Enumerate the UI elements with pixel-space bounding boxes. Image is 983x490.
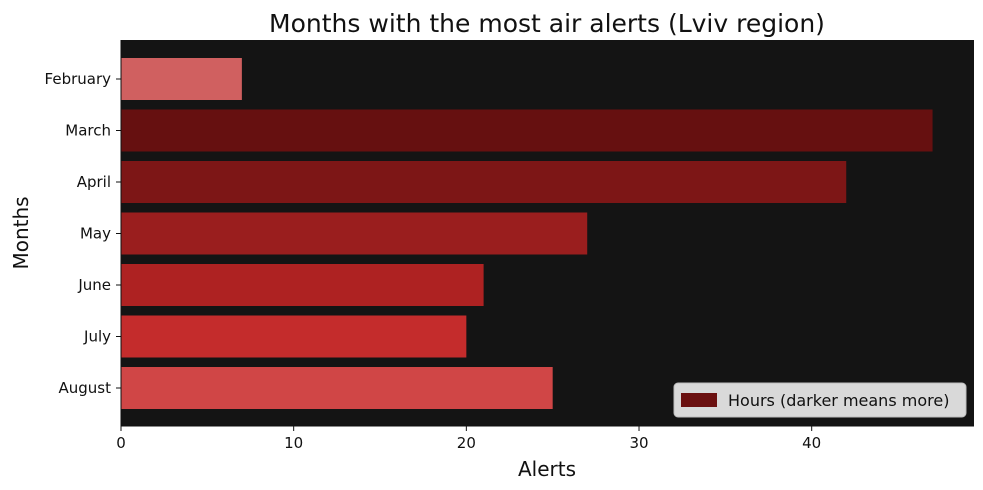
y-tick-label: February <box>45 70 112 88</box>
bar-march <box>121 109 933 152</box>
x-tick-label: 30 <box>629 434 648 452</box>
x-axis-label: Alerts <box>518 457 576 481</box>
legend: Hours (darker means more) <box>673 382 967 418</box>
bar-august <box>121 367 553 409</box>
y-tick-label: August <box>59 379 112 397</box>
bar-february <box>121 58 242 100</box>
y-tick-label: May <box>80 225 111 243</box>
legend-label: Hours (darker means more) <box>728 391 949 410</box>
x-tick-label: 20 <box>457 434 476 452</box>
y-axis-label: Months <box>9 196 33 269</box>
chart-title: Months with the most air alerts (Lviv re… <box>269 9 825 38</box>
y-tick-label: March <box>65 122 111 140</box>
y-tick-label: July <box>83 328 111 346</box>
x-tick-label: 40 <box>802 434 821 452</box>
y-tick-label: April <box>77 173 111 191</box>
x-tick-label: 0 <box>116 434 126 452</box>
x-tick-label: 10 <box>284 434 303 452</box>
y-tick-label: June <box>77 276 111 294</box>
legend-box <box>673 382 967 418</box>
bar-june <box>121 264 484 306</box>
legend-swatch <box>681 393 717 407</box>
bar-april <box>121 161 847 203</box>
bar-may <box>121 212 588 255</box>
bar-july <box>121 315 467 358</box>
